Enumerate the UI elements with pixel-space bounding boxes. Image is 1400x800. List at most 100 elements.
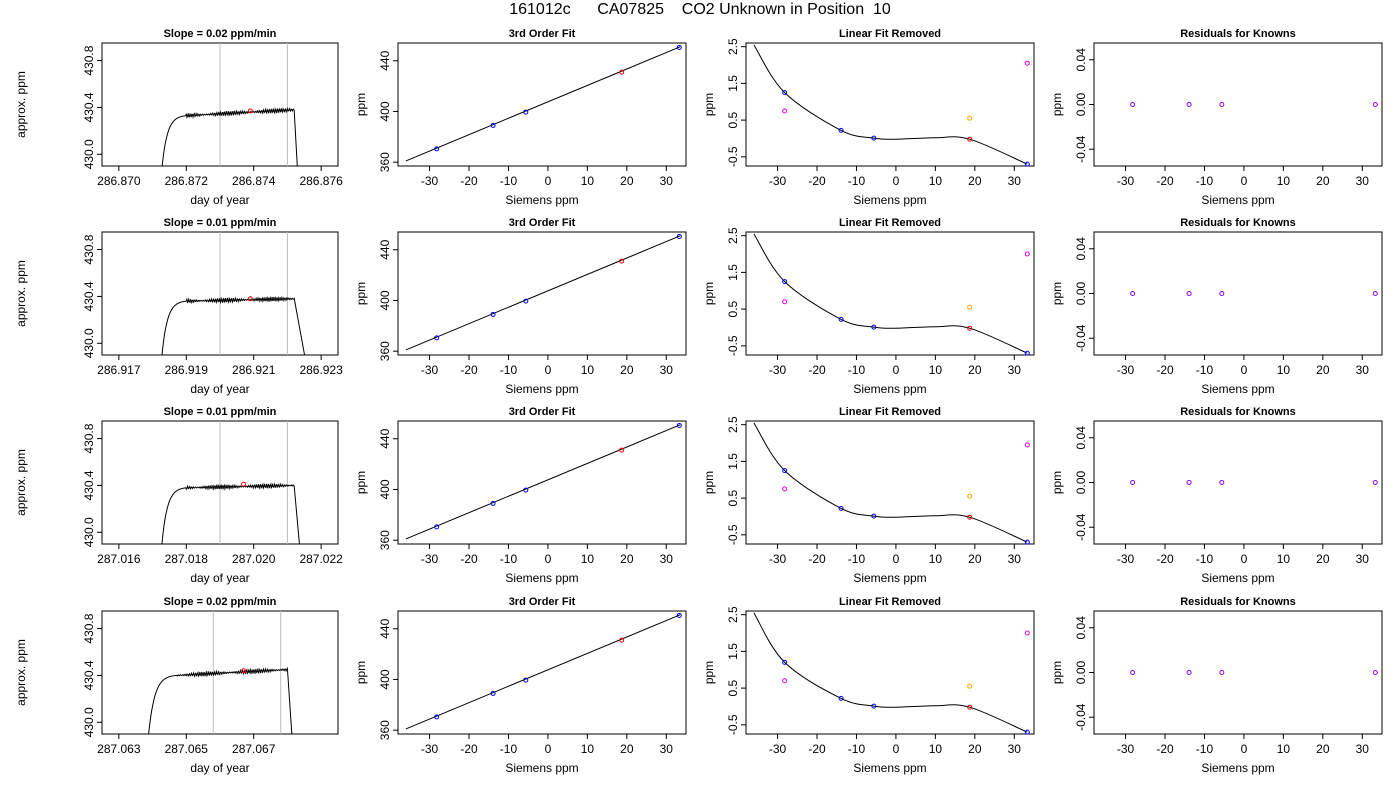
x-tick-label: 0 <box>545 363 552 377</box>
y-tick-label: 2.5 <box>726 416 740 433</box>
data-point-red <box>241 481 247 487</box>
x-tick-label: 10 <box>1277 552 1291 566</box>
plot-frame <box>745 42 1035 167</box>
x-tick-label: -30 <box>421 552 439 566</box>
y-tick-label: -0.04 <box>1074 513 1088 541</box>
x-tick-label: 0 <box>545 552 552 566</box>
data-point-purple <box>1372 670 1378 675</box>
plot-frame <box>397 231 687 356</box>
chart-title: Linear Fit Removed <box>839 28 941 40</box>
y-tick-label: -0.5 <box>726 714 740 735</box>
x-tick-label: -30 <box>769 552 787 566</box>
data-point-magenta <box>1024 251 1030 257</box>
x-tick-label: -20 <box>1156 742 1174 756</box>
x-tick-label: 30 <box>1008 174 1022 188</box>
x-tick-label: 287.065 <box>165 742 209 756</box>
data-point-blue <box>871 135 877 141</box>
data-point-purple <box>1186 480 1192 485</box>
y-tick-label: 0.5 <box>726 679 740 696</box>
data-point-blue <box>1024 161 1030 167</box>
plot-area <box>753 422 1028 543</box>
y-tick-label: 400 <box>378 290 392 310</box>
data-point-orange <box>967 493 973 499</box>
y-tick-label: 430.8 <box>82 234 96 264</box>
data-point-purple <box>1219 291 1225 296</box>
fit-line <box>405 424 681 540</box>
data-point-blue <box>434 524 440 530</box>
data-point-blue <box>490 500 496 506</box>
chart-panel-5: Slope = 0.01 ppm/min 286.917 286.919 286.92… <box>14 217 343 396</box>
y-tick-label: 360 <box>378 341 392 361</box>
x-tick-label: 0 <box>1241 742 1248 756</box>
x-tick-label: 30 <box>1356 552 1370 566</box>
x-axis-label: Siemens ppm <box>853 761 926 775</box>
y-axis-label: ppm <box>702 661 716 684</box>
plot-frame <box>745 231 1035 356</box>
x-tick-label: -30 <box>1117 363 1135 377</box>
y-tick-label: 1.5 <box>726 264 740 281</box>
y-tick-label: 0.00 <box>1074 92 1088 116</box>
x-tick-label: -30 <box>421 174 439 188</box>
x-tick-label: 287.063 <box>97 742 141 756</box>
y-tick-label: 440 <box>378 428 392 448</box>
y-tick-label: 2.5 <box>726 38 740 55</box>
data-point-purple <box>1186 102 1192 107</box>
data-point-purple <box>1130 102 1136 107</box>
chart-panel-4: Residuals for Knowns -30 -20 -10 0 10 20 30 -0.0… <box>1050 28 1383 207</box>
data-point-blue <box>782 279 788 285</box>
x-tick-label: 20 <box>1316 742 1330 756</box>
chart-panel-6: 3rd Order Fit -30 -20 -10 0 10 20 30 360 400 440 Si… <box>354 217 687 396</box>
chart-panel-14: 3rd Order Fit -30 -20 -10 0 10 20 30 360 400 440 Si… <box>354 596 687 775</box>
x-axis-label: Siemens ppm <box>505 571 578 585</box>
data-point-blue <box>523 109 529 115</box>
data-point-red <box>967 325 973 331</box>
y-tick-label: 430.4 <box>82 92 96 122</box>
chart-panel-11: Linear Fit Removed -30 -20 -10 0 10 20 30 -0.5 0.… <box>702 406 1035 585</box>
x-tick-label: 10 <box>581 174 595 188</box>
x-tick-label: 286.919 <box>165 363 209 377</box>
data-point-purple <box>1219 670 1225 675</box>
x-tick-label: -20 <box>808 174 826 188</box>
chart-panel-15: Linear Fit Removed -30 -20 -10 0 10 20 30 -0.5 0.… <box>702 596 1035 775</box>
x-tick-label: -30 <box>769 742 787 756</box>
y-tick-label: 440 <box>378 239 392 259</box>
fit-curve <box>753 612 1028 733</box>
y-tick-label: 400 <box>378 479 392 499</box>
x-tick-label: 20 <box>968 174 982 188</box>
y-tick-label: 430.0 <box>82 139 96 169</box>
plot-area <box>405 614 681 730</box>
fit-curve <box>753 233 1028 354</box>
data-point-blue <box>1024 729 1030 735</box>
y-axis-label: ppm <box>354 661 368 684</box>
chart-title: Residuals for Knowns <box>1180 596 1296 608</box>
y-axis-label: ppm <box>702 282 716 305</box>
x-tick-label: 30 <box>1008 742 1022 756</box>
y-tick-label: 0.04 <box>1074 426 1088 450</box>
data-point-blue <box>871 703 877 709</box>
y-tick-label: 2.5 <box>726 606 740 623</box>
data-point-purple <box>1219 102 1225 107</box>
x-tick-label: 10 <box>1277 742 1291 756</box>
plot-area <box>405 46 681 162</box>
fit-line <box>405 46 681 162</box>
data-point-blue <box>434 335 440 341</box>
data-point-purple <box>1130 670 1136 675</box>
data-point-blue <box>838 127 844 133</box>
fit-curve <box>753 44 1028 165</box>
y-tick-label: 360 <box>378 720 392 740</box>
data-point-blue <box>782 659 788 665</box>
x-tick-label: 287.018 <box>165 552 209 566</box>
y-tick-label: 430.8 <box>82 423 96 453</box>
x-tick-label: -20 <box>460 742 478 756</box>
chart-title: 3rd Order Fit <box>509 406 576 418</box>
concentration-trace <box>161 295 306 355</box>
y-tick-label: 1.5 <box>726 453 740 470</box>
y-tick-label: 0.00 <box>1074 281 1088 305</box>
x-tick-label: 0 <box>893 363 900 377</box>
data-point-purple <box>1186 670 1192 675</box>
data-point-red <box>619 258 625 264</box>
data-point-blue <box>838 505 844 511</box>
chart-panel-8: Residuals for Knowns -30 -20 -10 0 10 20 30 -0.0… <box>1050 217 1383 396</box>
data-point-blue <box>676 233 682 239</box>
